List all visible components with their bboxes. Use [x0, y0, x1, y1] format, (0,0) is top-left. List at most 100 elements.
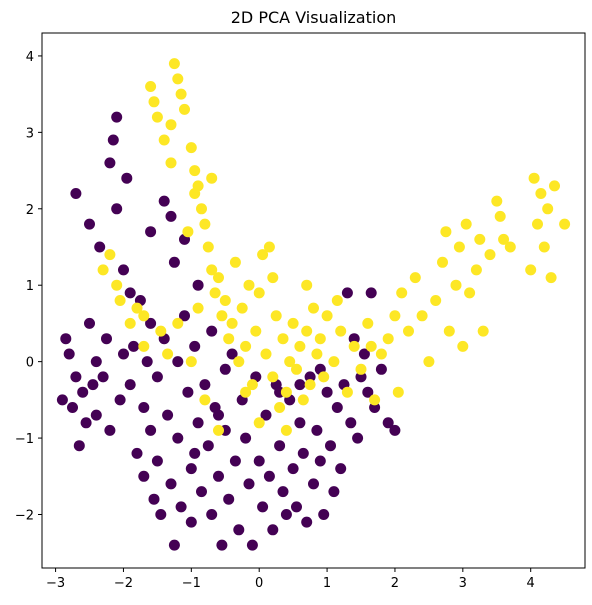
- scatter-point: [149, 96, 160, 107]
- x-tick-label: 0: [255, 576, 263, 591]
- scatter-point: [115, 295, 126, 306]
- scatter-point: [345, 417, 356, 428]
- scatter-point: [332, 402, 343, 413]
- x-tick-label: 2: [391, 576, 399, 591]
- scatter-point: [169, 58, 180, 69]
- scatter-point: [132, 448, 143, 459]
- scatter-point: [196, 486, 207, 497]
- scatter-point: [118, 349, 129, 360]
- scatter-point: [278, 333, 289, 344]
- scatter-point: [529, 173, 540, 184]
- scatter-point: [474, 234, 485, 245]
- y-axis: −2 −1 0 1 2 3 4: [15, 50, 42, 524]
- scatter-point: [318, 509, 329, 520]
- scatter-point: [149, 494, 160, 505]
- scatter-point: [104, 249, 115, 260]
- scatter-point: [376, 364, 387, 375]
- scatter-point: [104, 157, 115, 168]
- scatter-point: [464, 287, 475, 298]
- scatter-point: [301, 280, 312, 291]
- scatter-point: [210, 287, 221, 298]
- scatter-point: [142, 356, 153, 367]
- scatter-point: [444, 326, 455, 337]
- scatter-point: [230, 456, 241, 467]
- x-tick-label: 3: [459, 576, 467, 591]
- scatter-point: [240, 387, 251, 398]
- scatter-point: [315, 333, 326, 344]
- scatter-point: [325, 440, 336, 451]
- scatter-point: [70, 371, 81, 382]
- scatter-point: [196, 203, 207, 214]
- scatter-point: [193, 303, 204, 314]
- scatter-point: [366, 287, 377, 298]
- scatter-point: [546, 272, 557, 283]
- scatter-point: [417, 310, 428, 321]
- scatter-point: [81, 417, 92, 428]
- scatter-point: [291, 501, 302, 512]
- scatter-point: [203, 242, 214, 253]
- scatter-point: [186, 356, 197, 367]
- scatter-point: [186, 142, 197, 153]
- scatter-point: [128, 341, 139, 352]
- scatter-point: [206, 173, 217, 184]
- scatter-point: [115, 394, 126, 405]
- scatter-point: [162, 410, 173, 421]
- scatter-point: [454, 242, 465, 253]
- scatter-point: [369, 394, 380, 405]
- scatter-point: [294, 417, 305, 428]
- scatter-point: [125, 379, 136, 390]
- scatter-point: [410, 272, 421, 283]
- scatter-point: [430, 295, 441, 306]
- scatter-point: [176, 501, 187, 512]
- scatter-point: [525, 264, 536, 275]
- scatter-point: [182, 387, 193, 398]
- scatter-point: [176, 89, 187, 100]
- scatter-point: [383, 333, 394, 344]
- scatter-point: [288, 463, 299, 474]
- scatter-point: [254, 287, 265, 298]
- scatter-point: [362, 318, 373, 329]
- scatter-point: [84, 318, 95, 329]
- scatter-point: [542, 203, 553, 214]
- y-tick-label: 4: [26, 50, 34, 65]
- scatter-point: [244, 478, 255, 489]
- scatter-point: [332, 295, 343, 306]
- scatter-point: [451, 280, 462, 291]
- scatter-point: [267, 524, 278, 535]
- scatter-point: [294, 379, 305, 390]
- scatter-point: [145, 425, 156, 436]
- scatter-point: [152, 456, 163, 467]
- scatter-point: [125, 287, 136, 298]
- scatter-point: [278, 486, 289, 497]
- scatter-point: [471, 264, 482, 275]
- scatter-point: [335, 463, 346, 474]
- scatter-point: [152, 371, 163, 382]
- scatter-point: [301, 326, 312, 337]
- scatter-point: [220, 295, 231, 306]
- scatter-point: [342, 387, 353, 398]
- y-tick-label: 0: [26, 356, 34, 371]
- scatter-point: [169, 257, 180, 268]
- scatter-point: [440, 226, 451, 237]
- scatter-point: [169, 540, 180, 551]
- scatter-point: [179, 104, 190, 115]
- scatter-point: [264, 471, 275, 482]
- scatter-point: [138, 341, 149, 352]
- scatter-point: [328, 486, 339, 497]
- scatter-point: [349, 341, 360, 352]
- scatter-point: [203, 440, 214, 451]
- scatter-point: [98, 371, 109, 382]
- scatter-point: [281, 387, 292, 398]
- scatter-point: [230, 257, 241, 268]
- scatter-point: [199, 219, 210, 230]
- scatter-point: [311, 349, 322, 360]
- x-axis: −3 −2 −1 0 1 2 3 4: [46, 568, 535, 591]
- scatter-point: [271, 310, 282, 321]
- y-tick-label: 2: [26, 203, 34, 218]
- scatter-point: [342, 287, 353, 298]
- scatter-point: [152, 112, 163, 123]
- scatter-point: [162, 349, 173, 360]
- scatter-point: [94, 242, 105, 253]
- x-tick-label: 4: [527, 576, 535, 591]
- scatter-point: [125, 318, 136, 329]
